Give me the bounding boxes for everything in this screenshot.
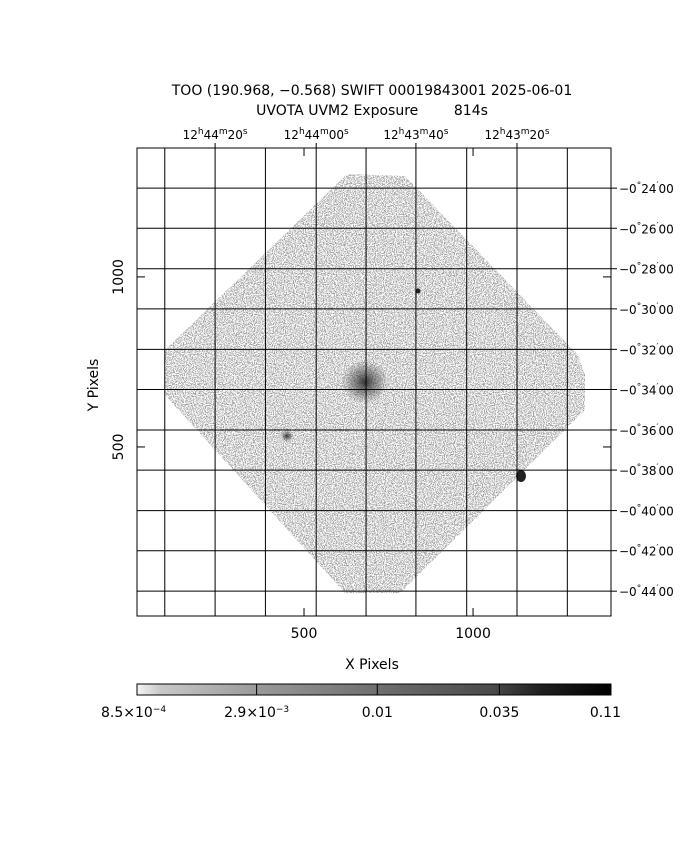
y2-tick-label: −0°30′00 <box>619 302 674 317</box>
y-tick-label: 1000 <box>111 259 127 295</box>
x2-tick-label: 12h44m20s <box>183 127 248 142</box>
y2-tick-label: −0°26′00 <box>619 221 674 236</box>
x-axis-label: X Pixels <box>345 657 399 673</box>
chart-subtitle: UVOTA UVM2 Exposure 814s <box>256 103 488 119</box>
colorbar <box>136 683 612 696</box>
colorbar-tick-label: 0.01 <box>362 705 393 721</box>
y-axis-label: Y Pixels <box>86 359 102 413</box>
y2-tick-label: −0°32′00 <box>619 342 674 357</box>
y2-tick-label: −0°34′00 <box>619 382 674 397</box>
y-tick-label: 500 <box>111 434 127 461</box>
x2-tick-label: 12h44m00s <box>284 127 349 142</box>
y2-tick-label: −0°36′00 <box>619 423 674 438</box>
x2-tick-label: 12h43m20s <box>484 127 549 142</box>
chart-title: TOO (190.968, −0.568) SWIFT 00019843001 … <box>171 83 572 99</box>
y2-tick-label: −0°28′00 <box>619 262 674 277</box>
y2-tick-label: −0°38′00 <box>619 463 674 478</box>
colorbar-tick-label: 8.5×10−4 <box>101 705 166 721</box>
sky-image <box>165 174 585 593</box>
y2-tick-label: −0°40′00 <box>619 504 674 519</box>
y2-tick-label: −0°24′00 <box>619 181 674 196</box>
y2-tick-label: −0°42′00 <box>619 544 674 559</box>
plot-frame <box>136 147 612 617</box>
colorbar-tick-label: 0.11 <box>590 705 621 721</box>
x2-tick-label: 12h43m40s <box>383 127 448 142</box>
y2-tick-label: −0°44′00 <box>619 584 674 599</box>
x-tick-label: 1000 <box>455 626 491 642</box>
x-tick-label: 500 <box>291 626 318 642</box>
colorbar-tick-label: 0.035 <box>479 705 519 721</box>
colorbar-tick-label: 2.9×10−3 <box>224 705 289 721</box>
